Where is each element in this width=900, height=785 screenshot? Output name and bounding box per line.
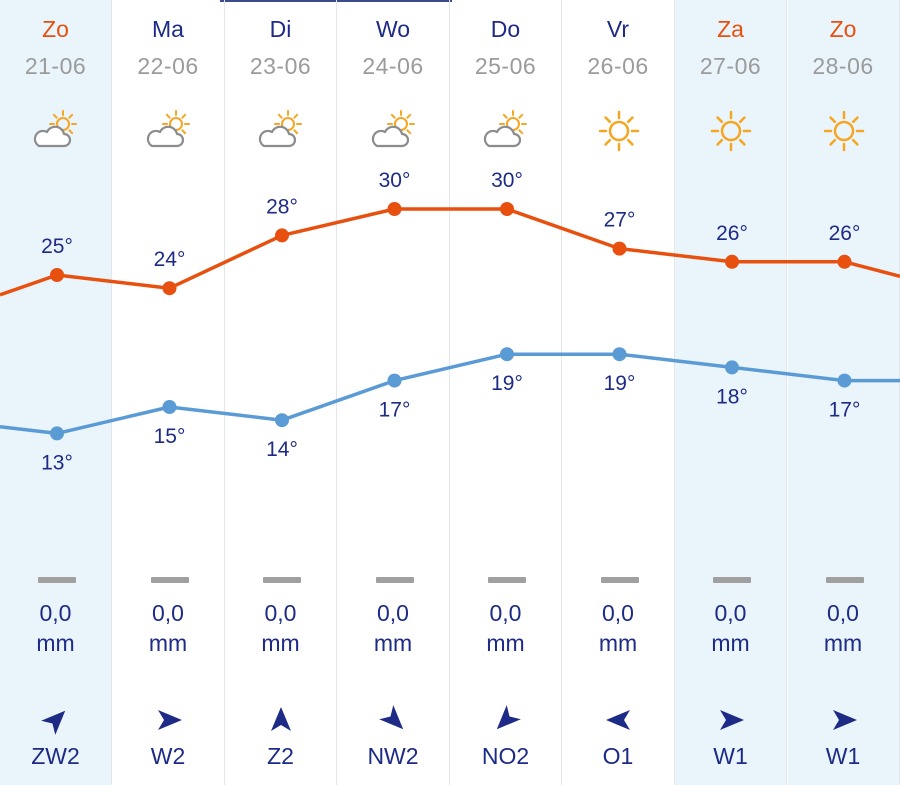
wind-label: NW2: [367, 743, 419, 769]
sun-icon: [598, 110, 639, 152]
no-precipitation-bar: [38, 577, 76, 583]
day-date: 22-06: [137, 53, 199, 79]
day-column[interactable]: Ma 22-06 0,0 mm W2: [113, 0, 225, 785]
precipitation-value: 0,0: [152, 600, 184, 626]
day-date: 23-06: [249, 53, 312, 79]
wind-label: W2: [150, 743, 186, 769]
day-name: Di: [269, 16, 292, 42]
precipitation-value: 0,0: [827, 600, 859, 626]
day-column[interactable]: Vr 26-06 0,0 mm O1: [563, 0, 675, 785]
day-date: 25-06: [474, 53, 537, 79]
partly-cloudy-icon: [483, 110, 527, 148]
precipitation-unit: mm: [148, 630, 188, 656]
precipitation-value: 0,0: [264, 600, 297, 626]
day-column[interactable]: Zo 28-06 0,0 mm W1: [787, 0, 900, 785]
sun-icon: [710, 110, 752, 152]
precipitation-value: 0,0: [39, 600, 72, 626]
precipitation-unit: mm: [598, 630, 638, 656]
day-date: 21-06: [24, 53, 87, 79]
wind-arrow-northeast-icon: [41, 710, 66, 735]
day-date: 28-06: [812, 53, 874, 79]
wind-arrow-southwest-icon: [496, 705, 521, 730]
precipitation-unit: mm: [486, 630, 525, 656]
day-date: 26-06: [587, 53, 649, 79]
no-precipitation-bar: [825, 577, 864, 583]
day-date: 27-06: [699, 53, 762, 79]
precipitation-value: 0,0: [489, 600, 522, 626]
wind-label: NO2: [481, 743, 530, 769]
wind-label: W1: [713, 743, 748, 769]
day-column[interactable]: Wo 24-06 0,0 mm NW2: [338, 0, 450, 785]
wind-label: Z2: [267, 743, 294, 769]
wind-label: W1: [825, 743, 861, 769]
day-date: 24-06: [362, 53, 424, 79]
no-precipitation-bar: [600, 577, 639, 583]
day-name: Ma: [152, 16, 184, 42]
day-column[interactable]: Za 27-06 0,0 mm W1: [675, 0, 787, 785]
day-column[interactable]: Do 25-06 0,0 mm NO2: [450, 0, 562, 785]
no-precipitation-bar: [375, 577, 414, 583]
precipitation-value: 0,0: [377, 600, 409, 626]
partly-cloudy-icon: [146, 110, 190, 148]
day-column[interactable]: Di 23-06 0,0 mm Z2: [225, 0, 337, 785]
precipitation-unit: mm: [261, 630, 300, 656]
day-name: Vr: [606, 16, 630, 42]
precipitation-value: 0,0: [714, 600, 747, 626]
wind-label: ZW2: [31, 743, 80, 769]
partly-cloudy-icon: [258, 110, 302, 148]
sun-icon: [823, 110, 864, 152]
day-name: Zo: [829, 16, 857, 42]
precipitation-unit: mm: [373, 630, 413, 656]
no-precipitation-bar: [263, 577, 301, 583]
day-name: Do: [490, 16, 521, 42]
day-column[interactable]: Zo 21-06 0,0 mm ZW2: [0, 0, 112, 785]
partly-cloudy-icon: [371, 110, 415, 148]
wind-arrow-west-icon: [605, 710, 630, 730]
no-precipitation-bar: [713, 577, 751, 583]
precipitation-unit: mm: [823, 630, 863, 656]
precipitation-unit: mm: [711, 630, 750, 656]
wind-arrow-east-icon: [832, 710, 857, 730]
day-name: Zo: [42, 16, 69, 42]
partly-cloudy-icon: [33, 110, 77, 148]
no-precipitation-bar: [488, 577, 526, 583]
precipitation-unit: mm: [36, 630, 75, 656]
no-precipitation-bar: [150, 577, 189, 583]
wind-arrow-north-icon: [271, 707, 291, 731]
wind-label: O1: [602, 743, 634, 769]
precipitation-value: 0,0: [602, 600, 634, 626]
day-name: Wo: [375, 16, 411, 42]
wind-arrow-east-icon: [720, 710, 744, 730]
day-name: Za: [717, 16, 744, 42]
wind-arrow-east-icon: [157, 710, 182, 730]
wind-arrow-southeast-icon: [378, 705, 403, 730]
